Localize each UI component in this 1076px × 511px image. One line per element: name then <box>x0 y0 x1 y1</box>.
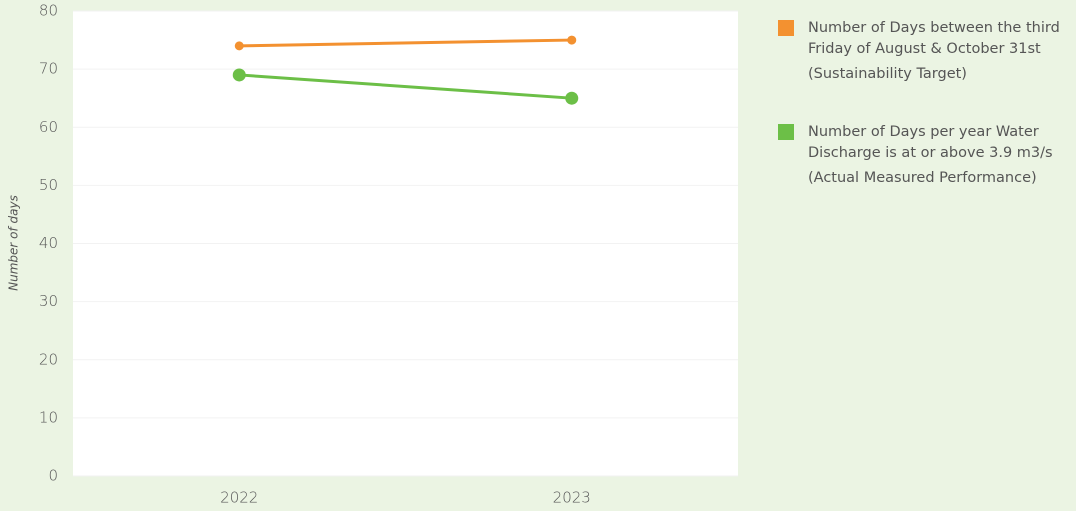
data-point <box>234 41 244 51</box>
data-point <box>565 91 579 105</box>
data-point <box>232 68 246 82</box>
series-line <box>239 38 572 48</box>
y-tick-label: 80 <box>39 2 58 20</box>
legend-swatch <box>778 20 794 36</box>
legend-text: Number of Days between the third Friday … <box>808 18 1074 85</box>
y-tick-label: 0 <box>48 467 58 485</box>
y-axis-label: Number of days <box>7 195 21 291</box>
y-tick-label: 10 <box>39 408 58 426</box>
legend-description: (Sustainability Target) <box>808 66 967 82</box>
y-tick-label: 20 <box>39 350 58 368</box>
y-tick-label: 60 <box>39 118 58 136</box>
y-tick-label: 50 <box>39 176 58 194</box>
legend-swatch <box>778 124 794 140</box>
legend-description: (Actual Measured Performance) <box>808 170 1037 186</box>
legend-text: Number of Days per year Water Discharge … <box>808 122 1074 189</box>
x-tick-label: 2022 <box>220 489 258 507</box>
series-line <box>239 73 572 100</box>
y-tick-label: 40 <box>39 234 58 252</box>
x-tick-label: 2023 <box>553 489 591 507</box>
y-tick-label: 70 <box>39 60 58 78</box>
y-tick-label: 30 <box>39 292 58 310</box>
legend-label: Number of Days between the third Friday … <box>808 20 1060 57</box>
data-point <box>567 35 577 45</box>
legend-label: Number of Days per year Water Discharge … <box>808 124 1053 161</box>
